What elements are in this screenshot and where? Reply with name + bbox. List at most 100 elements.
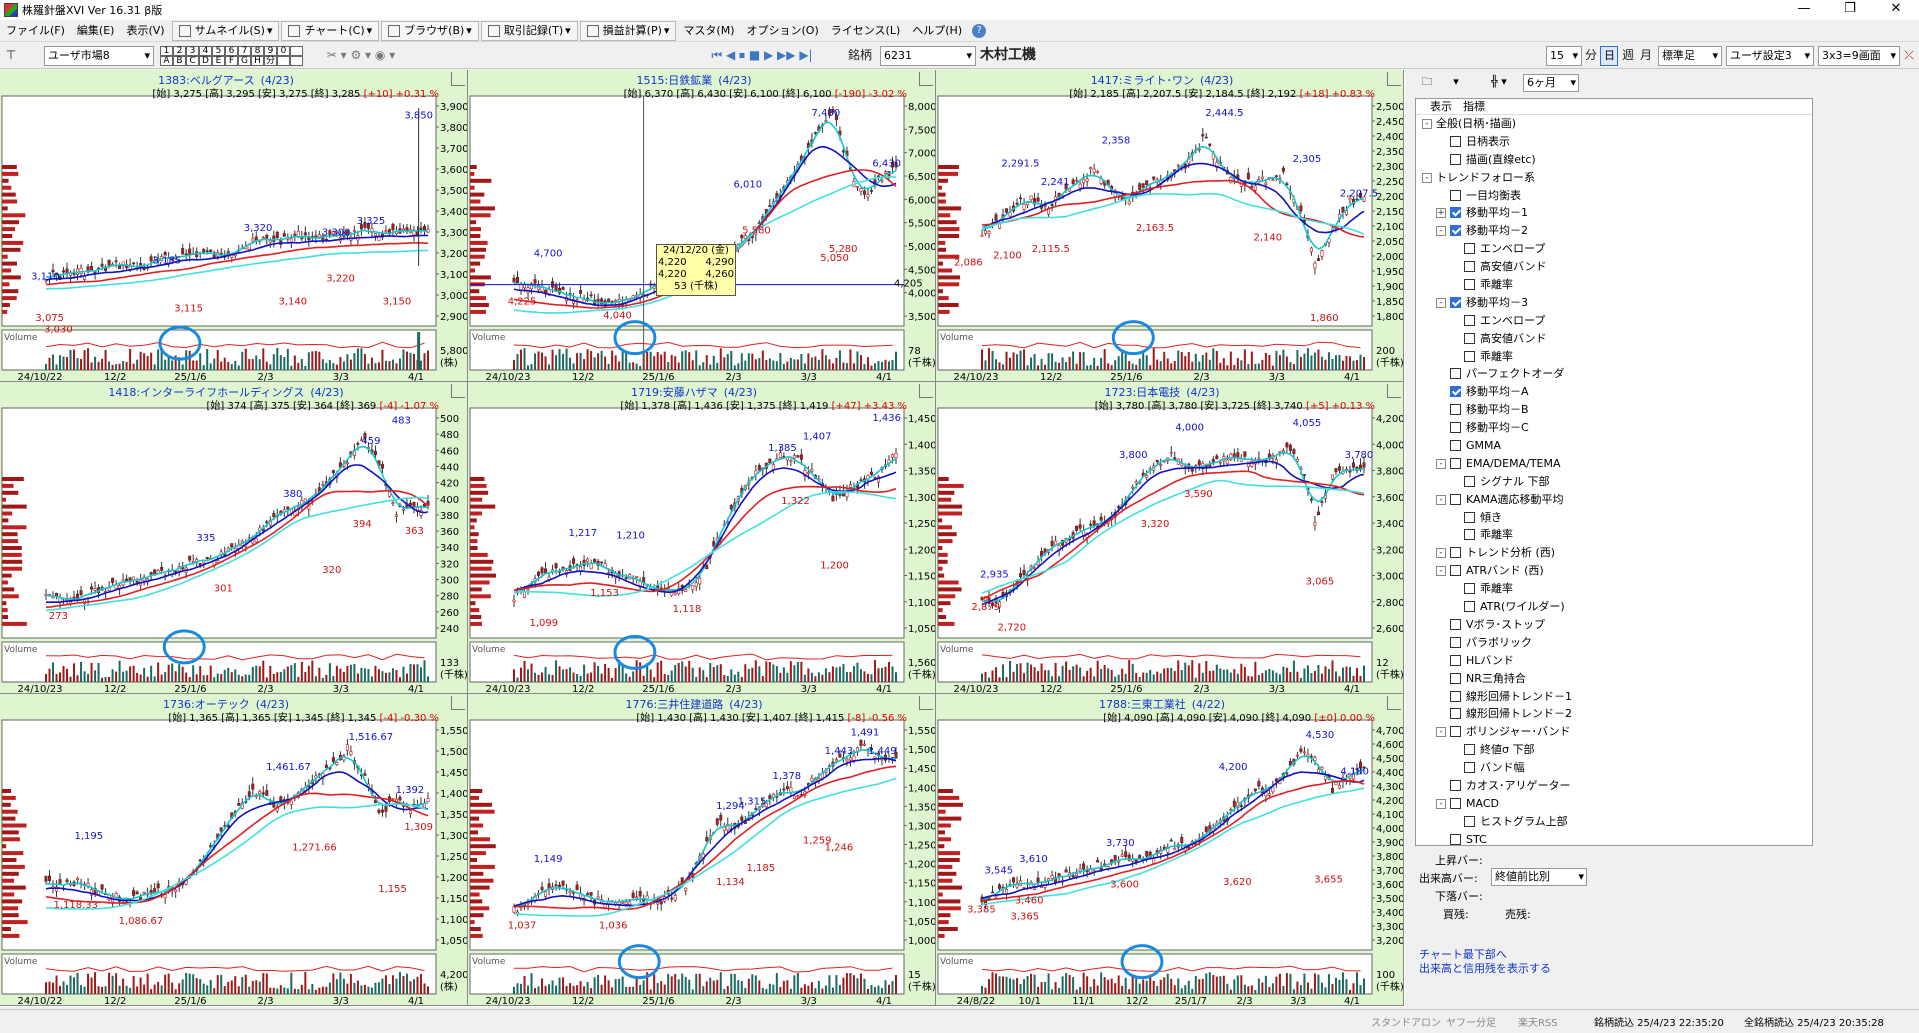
checkbox[interactable] — [1450, 207, 1461, 219]
help-icon[interactable]: ? — [972, 23, 987, 38]
collapse-icon[interactable]: - — [1436, 297, 1446, 308]
checkbox[interactable] — [1450, 135, 1461, 147]
shortcut-key[interactable]: G — [238, 56, 251, 66]
interval-select[interactable]: 15 ▾ — [1546, 46, 1582, 66]
checkbox[interactable] — [1450, 189, 1461, 201]
checkbox[interactable] — [1450, 225, 1461, 237]
tool-icons[interactable]: ✂ ▾ ⚙ ▾ ◉ ▾ — [326, 48, 396, 62]
panel-title[interactable]: 1418:インターライフホールディングス (4/23) — [108, 386, 344, 399]
collapse-icon[interactable]: - — [1436, 458, 1446, 469]
shortcut-key[interactable]: 6 — [225, 46, 238, 56]
tree-item[interactable]: - トレンド分析 (西) — [1416, 544, 1812, 562]
checkbox[interactable] — [1450, 404, 1461, 416]
tree-item[interactable]: ヒストグラム上部 — [1416, 813, 1812, 831]
menu-item-6[interactable]: 取引記録(T) ▾ — [480, 20, 578, 41]
checkbox[interactable] — [1450, 708, 1461, 720]
panel-title[interactable]: 1788:三東工業社 (4/22) — [1098, 698, 1225, 711]
shortcut-key[interactable]: 8 — [251, 46, 264, 56]
panel-title[interactable]: 1417:ミライト･ワン (4/23) — [1090, 74, 1234, 87]
candle-type-select[interactable]: 標準足 ▾ — [1658, 46, 1722, 66]
tree-item[interactable]: + 移動平均－1 — [1416, 204, 1812, 222]
tree-item[interactable]: 傾き — [1416, 509, 1812, 527]
shortcut-key[interactable]: 3 — [186, 46, 199, 56]
checkbox[interactable] — [1450, 636, 1461, 648]
chart-panel[interactable]: 3,900 3,800 3,700 3,600 3,500 3,400 3,300 3,200… — [0, 70, 468, 382]
shortcut-key[interactable]: 分 — [264, 56, 277, 66]
tree-item[interactable]: エンベロープ — [1416, 240, 1812, 258]
tree-item[interactable]: パラボリック — [1416, 634, 1812, 652]
collapse-icon[interactable]: - — [1436, 548, 1446, 559]
tree-item[interactable]: - 移動平均－2 — [1416, 222, 1812, 240]
shortcut-key[interactable] — [277, 56, 290, 66]
tree-item[interactable]: GMMA — [1416, 437, 1812, 455]
market-select[interactable]: ユーザ市場8 ▾ — [44, 46, 154, 66]
tree-item[interactable]: シグナル 下部 — [1416, 473, 1812, 491]
collapse-icon[interactable]: - — [1422, 119, 1432, 129]
panel-title[interactable]: 1776:三井住建道路 (4/23) — [625, 698, 763, 711]
tree-item[interactable]: パーフェクトオーダ — [1416, 365, 1812, 383]
show-volume-link[interactable]: 出来高と信用残を表示する — [1419, 962, 1551, 975]
checkbox[interactable] — [1450, 797, 1461, 809]
checkbox[interactable] — [1464, 314, 1475, 326]
tree-item[interactable]: 日柄表示 — [1416, 133, 1812, 151]
tree-item[interactable]: - 移動平均－3 — [1416, 294, 1812, 312]
checkbox[interactable] — [1464, 475, 1475, 487]
checkbox[interactable] — [1450, 386, 1461, 398]
shortcut-key[interactable]: F — [225, 56, 238, 66]
menu-item-1[interactable]: 編集(E) — [71, 21, 121, 41]
checkbox[interactable] — [1450, 618, 1461, 630]
checkbox[interactable] — [1450, 726, 1461, 738]
reset-icon[interactable]: ⤫ — [1904, 48, 1914, 62]
checkbox[interactable] — [1464, 601, 1475, 613]
shortcut-key[interactable] — [290, 56, 303, 66]
tree-item[interactable]: 移動平均－B — [1416, 401, 1812, 419]
checkbox[interactable] — [1450, 153, 1461, 165]
checkbox[interactable] — [1450, 565, 1461, 577]
chart-panel[interactable]: 8,000 7,500 7,000 6,500 6,000 5,500 5,000 4,500… — [468, 70, 936, 382]
checkbox[interactable] — [1464, 279, 1475, 291]
menu-item-5[interactable]: ブラウザ(B) ▾ — [381, 20, 479, 41]
tree-item[interactable]: 乖離率 — [1416, 526, 1812, 544]
week-button[interactable]: 週 — [1621, 48, 1634, 62]
period-select[interactable]: 6ヶ月 ▾ — [1523, 74, 1579, 92]
minimize-button[interactable]: — — [1797, 1, 1811, 16]
expand-icon[interactable]: + — [1436, 208, 1446, 219]
shortcut-key[interactable]: H — [251, 56, 264, 66]
tree-item[interactable]: - MACD — [1416, 795, 1812, 813]
checkbox[interactable] — [1450, 368, 1461, 380]
playback-controls[interactable]: ⏮ ◀ ⏹ ■ ▶ ▶▶ ▶| — [711, 48, 813, 62]
checkbox[interactable] — [1464, 815, 1475, 827]
shortcut-key[interactable]: D — [199, 56, 212, 66]
tree-item[interactable]: - ATRバンド (西) — [1416, 562, 1812, 580]
chart-panel[interactable]: 1,550 1,500 1,450 1,400 1,350 1,300 1,250 1,200… — [468, 694, 936, 1006]
shortcut-key[interactable]: A — [160, 56, 173, 66]
tree-item[interactable]: 高安値バンド — [1416, 330, 1812, 348]
shortcut-key[interactable]: 1 — [160, 46, 173, 56]
checkbox[interactable] — [1450, 422, 1461, 434]
shortcut-key[interactable]: 0 — [277, 46, 290, 56]
tree-item[interactable]: 移動平均－A — [1416, 383, 1812, 401]
shortcut-key[interactable]: 5 — [212, 46, 225, 56]
panel-corner-icon[interactable] — [919, 696, 933, 710]
checkbox[interactable] — [1450, 654, 1461, 666]
checkbox[interactable] — [1464, 511, 1475, 523]
day-button[interactable]: 日 — [1600, 46, 1618, 66]
chart-panel[interactable]: 1,450 1,400 1,350 1,300 1,250 1,200 1,150 1,100… — [468, 382, 936, 694]
menu-item-4[interactable]: チャート(C) ▾ — [281, 20, 380, 41]
close-button[interactable]: ✕ — [1890, 1, 1902, 16]
shortcut-key[interactable]: B — [173, 56, 186, 66]
chart-panel[interactable]: 4,200 4,000 3,800 3,600 3,400 3,200 3,000 2,800… — [936, 382, 1404, 694]
tree-item[interactable]: 描画(直線etc) — [1416, 151, 1812, 169]
menu-item-3[interactable]: サムネイル(S) ▾ — [171, 20, 280, 41]
tree-item[interactable]: Vボラ･ストップ — [1416, 616, 1812, 634]
checkbox[interactable] — [1464, 529, 1475, 541]
tree-item[interactable]: 乖離率 — [1416, 276, 1812, 294]
shortcut-key[interactable]: C — [186, 56, 199, 66]
pin-icon[interactable]: ⊤ — [5, 48, 17, 62]
folder-icon[interactable]: 🗀 — [1421, 75, 1433, 88]
tree-item[interactable]: NR三角持合 — [1416, 670, 1812, 688]
tree-item[interactable]: カオス･アリゲーター — [1416, 777, 1812, 795]
checkbox[interactable] — [1464, 332, 1475, 344]
checkbox[interactable] — [1450, 690, 1461, 702]
chart-panel[interactable]: 500 480 460 440 420 400 380 360 340 320 300 280 260 2… — [0, 382, 468, 694]
